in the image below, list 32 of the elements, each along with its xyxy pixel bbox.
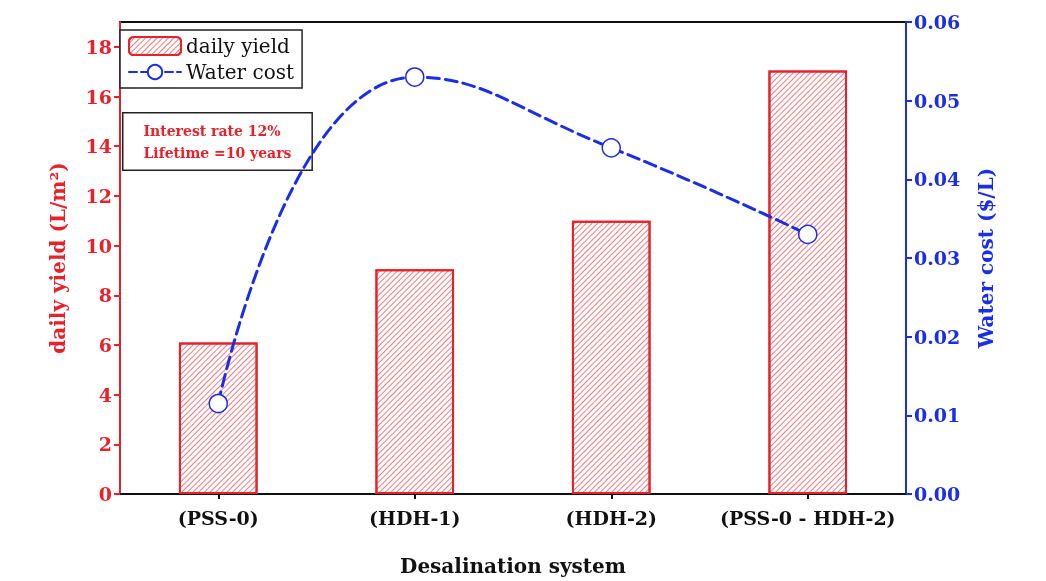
y-tick-label: 10 <box>85 234 112 257</box>
y-tick-label: 8 <box>98 284 112 307</box>
y-tick-label: 2 <box>98 433 112 456</box>
y-axis-title: daily yield (L/m²) <box>46 162 70 354</box>
point <box>405 67 425 87</box>
point <box>798 224 818 245</box>
y-tick-label: 6 <box>98 333 112 356</box>
y-tick-label: 18 <box>85 35 112 58</box>
y2-tick-label: 0.02 <box>914 325 961 348</box>
annotation: Lifetime =10 years <box>143 144 292 161</box>
x-tick-label: (PSS-0 - HDH-2) <box>719 506 896 529</box>
y2-tick-label: 0.00 <box>914 483 961 505</box>
y-tick-label: 0 <box>98 483 112 505</box>
x-tick-label: (HDH-1) <box>369 506 461 529</box>
legend-label: daily yield <box>186 34 291 58</box>
y2-tick-label: 0.03 <box>914 247 961 269</box>
x-axis-title: Desalination system <box>400 554 626 578</box>
point <box>601 138 621 158</box>
y2-tick-label: 0.06 <box>914 11 961 33</box>
point <box>208 393 228 414</box>
y2-tick-label: 0.04 <box>914 168 961 191</box>
y-tick-label: 16 <box>85 85 112 108</box>
y2-axis-title: Water cost ($/L) <box>974 167 998 350</box>
y2-tick-label: 0.01 <box>914 404 961 427</box>
y-tick-label: 12 <box>85 184 112 207</box>
y2-tick-label: 0.05 <box>914 89 961 112</box>
y-tick-label: 4 <box>98 383 112 406</box>
annotation: Interest rate 12% <box>143 122 281 139</box>
legend-label: Water cost <box>186 60 295 84</box>
x-tick-label: (HDH-2) <box>565 506 657 529</box>
x-tick-label: (PSS-0) <box>177 506 259 529</box>
y-tick-label: 14 <box>85 135 112 158</box>
